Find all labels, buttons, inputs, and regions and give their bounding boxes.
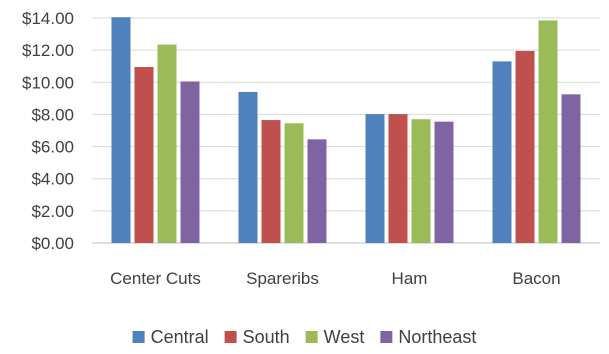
x-category-label: Ham [392, 269, 428, 288]
bar-west-spareribs [284, 123, 304, 243]
y-tick-label: $0.00 [31, 234, 74, 253]
y-axis: $0.00 $2.00 $4.00 $6.00 $8.00 $10.00 $12.00 $14… [22, 9, 74, 253]
y-tick-label: $4.00 [31, 170, 74, 189]
y-tick-label: $8.00 [31, 105, 74, 124]
bar-south-center-cuts [134, 67, 154, 244]
x-axis: Center Cuts Spareribs Ham Bacon [110, 269, 560, 288]
bar-central-ham [365, 114, 385, 243]
bars [111, 17, 581, 244]
bar-south-ham [388, 114, 408, 243]
legend-swatch-northeast [380, 331, 393, 343]
y-tick-label: $12.00 [22, 41, 74, 60]
bar-west-ham [411, 119, 431, 243]
bar-central-bacon [492, 61, 512, 244]
y-tick-label: $14.00 [22, 9, 74, 28]
legend-label-south: South [243, 327, 290, 347]
legend-label-central: Central [151, 327, 209, 347]
bar-northeast-ham [434, 121, 454, 243]
bar-northeast-center-cuts [180, 81, 200, 243]
bar-west-bacon [538, 20, 558, 243]
bar-central-spareribs [238, 91, 258, 243]
y-tick-label: $10.00 [22, 73, 74, 92]
y-tick-label: $6.00 [31, 138, 74, 157]
legend: Central South West Northeast [132, 327, 476, 347]
bar-northeast-bacon [561, 94, 581, 243]
x-category-label: Bacon [512, 269, 560, 288]
x-category-label: Center Cuts [110, 269, 201, 288]
legend-label-northeast: Northeast [398, 327, 476, 347]
bar-central-center-cuts [111, 17, 131, 244]
legend-swatch-central [132, 331, 145, 343]
bar-south-bacon [515, 50, 535, 244]
legend-swatch-south [224, 331, 237, 343]
bar-northeast-spareribs [307, 139, 327, 243]
gridlines [92, 17, 600, 244]
x-category-label: Spareribs [246, 269, 319, 288]
legend-swatch-west [305, 331, 318, 343]
bar-west-center-cuts [157, 44, 177, 244]
bar-south-spareribs [261, 120, 281, 243]
legend-label-west: West [324, 327, 365, 347]
y-tick-label: $2.00 [31, 202, 74, 221]
